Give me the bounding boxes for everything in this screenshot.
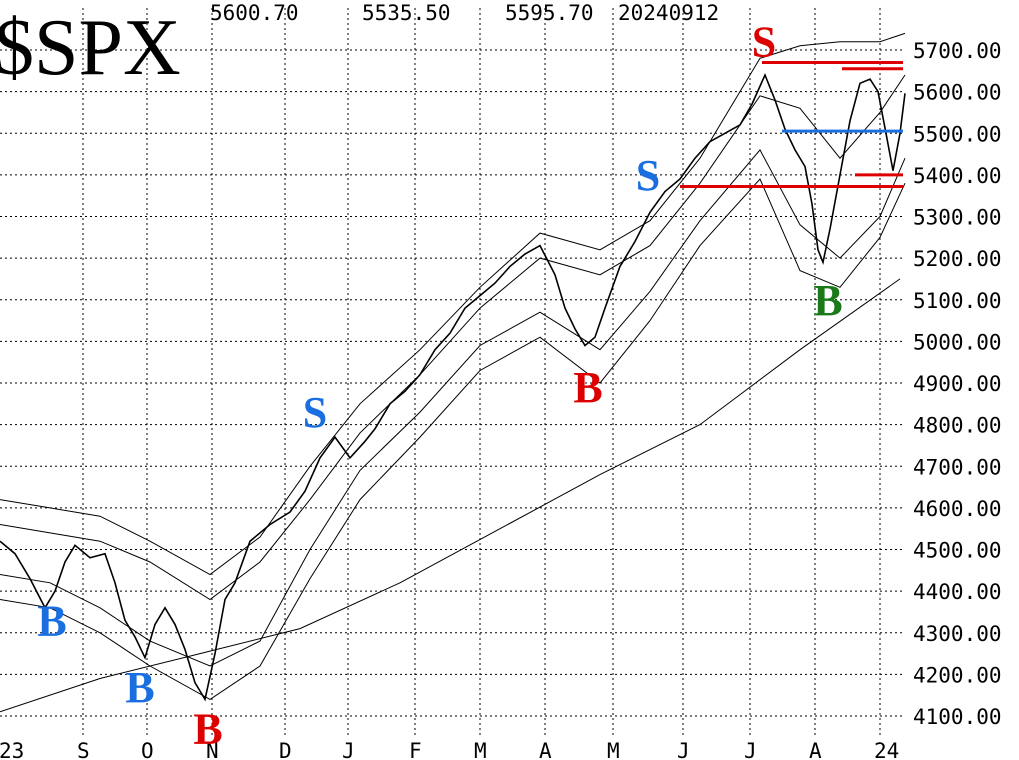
support-resistance-lines: [680, 60, 903, 189]
x-tick-label: O: [141, 739, 154, 760]
y-tick-label: 5300.00: [913, 206, 1002, 230]
y-tick-label: 4700.00: [913, 455, 1002, 479]
y-tick-label: 5100.00: [913, 289, 1002, 313]
x-tick-label: A: [539, 739, 552, 760]
y-tick-label: 4200.00: [913, 663, 1002, 687]
header-high: 5600.70: [210, 1, 299, 25]
y-tick-label: 4300.00: [913, 622, 1002, 646]
y-tick-label: 5400.00: [913, 164, 1002, 188]
signal-b: B: [573, 363, 602, 412]
signal-b: B: [125, 663, 154, 712]
series-band-inner-upper: [0, 74, 906, 601]
x-tick-label: J: [677, 739, 690, 760]
x-tick-label: F: [409, 739, 422, 760]
header-low: 5535.50: [362, 1, 451, 25]
x-tick-label: M: [607, 739, 620, 760]
signal-b: B: [813, 276, 842, 325]
y-tick-label: 5200.00: [913, 247, 1002, 271]
signal-b: B: [193, 704, 222, 753]
signal-b: B: [37, 596, 66, 645]
series-ma200: [0, 278, 901, 713]
x-tick-label: S: [77, 739, 90, 760]
y-tick-label: 5700.00: [913, 39, 1002, 63]
x-tick-label: 24: [874, 739, 899, 760]
y-axis-ticks: 5700.00 5600.00 5500.00 5400.00 5300.00 5200.…: [913, 39, 1002, 729]
signal-s: S: [303, 388, 327, 437]
chart-title: $SPX: [0, 4, 181, 92]
x-tick-label: N: [206, 739, 219, 760]
y-tick-label: 4600.00: [913, 497, 1002, 521]
series-band-inner-lower: [0, 149, 906, 667]
x-tick-label: A: [809, 739, 822, 760]
y-tick-label: 5000.00: [913, 330, 1002, 354]
x-tick-label: J: [342, 739, 355, 760]
series-band-outer-upper: [0, 32, 906, 576]
header-close: 5595.70: [505, 1, 594, 25]
chart-grid: [0, 8, 905, 738]
series-band-outer-lower: [0, 178, 906, 700]
y-tick-label: 5500.00: [913, 122, 1002, 146]
x-axis-ticks: 23 S O N D J F M A M J J A 24: [0, 739, 899, 760]
y-tick-label: 4900.00: [913, 372, 1002, 396]
y-tick-label: 4500.00: [913, 539, 1002, 563]
y-tick-label: 4100.00: [913, 705, 1002, 729]
signal-s: S: [636, 151, 660, 200]
x-tick-label: M: [474, 739, 487, 760]
y-tick-label: 5600.00: [913, 81, 1002, 105]
header-date: 20240912: [618, 1, 719, 25]
signal-s: S: [752, 18, 776, 67]
y-tick-label: 4800.00: [913, 414, 1002, 438]
x-tick-label: J: [744, 739, 757, 760]
chart-lines: [0, 32, 906, 713]
x-tick-label: D: [279, 739, 292, 760]
y-tick-label: 4400.00: [913, 580, 1002, 604]
series-price: [0, 72, 906, 702]
x-tick-label: 23: [0, 739, 24, 760]
